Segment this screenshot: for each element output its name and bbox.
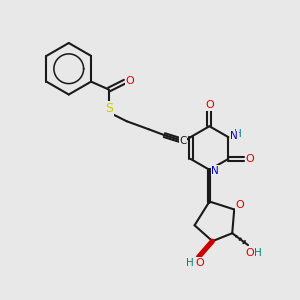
Text: O: O — [236, 200, 244, 211]
Text: O: O — [195, 258, 204, 268]
Text: H: H — [186, 258, 194, 268]
Text: H: H — [234, 129, 242, 139]
Text: O: O — [246, 154, 254, 164]
Text: N: N — [212, 166, 219, 176]
Text: N: N — [230, 131, 238, 141]
Text: H: H — [254, 248, 262, 258]
Text: O: O — [125, 76, 134, 85]
Text: S: S — [105, 102, 113, 115]
Text: C: C — [179, 136, 187, 146]
Text: O: O — [246, 248, 254, 258]
Text: O: O — [205, 100, 214, 110]
